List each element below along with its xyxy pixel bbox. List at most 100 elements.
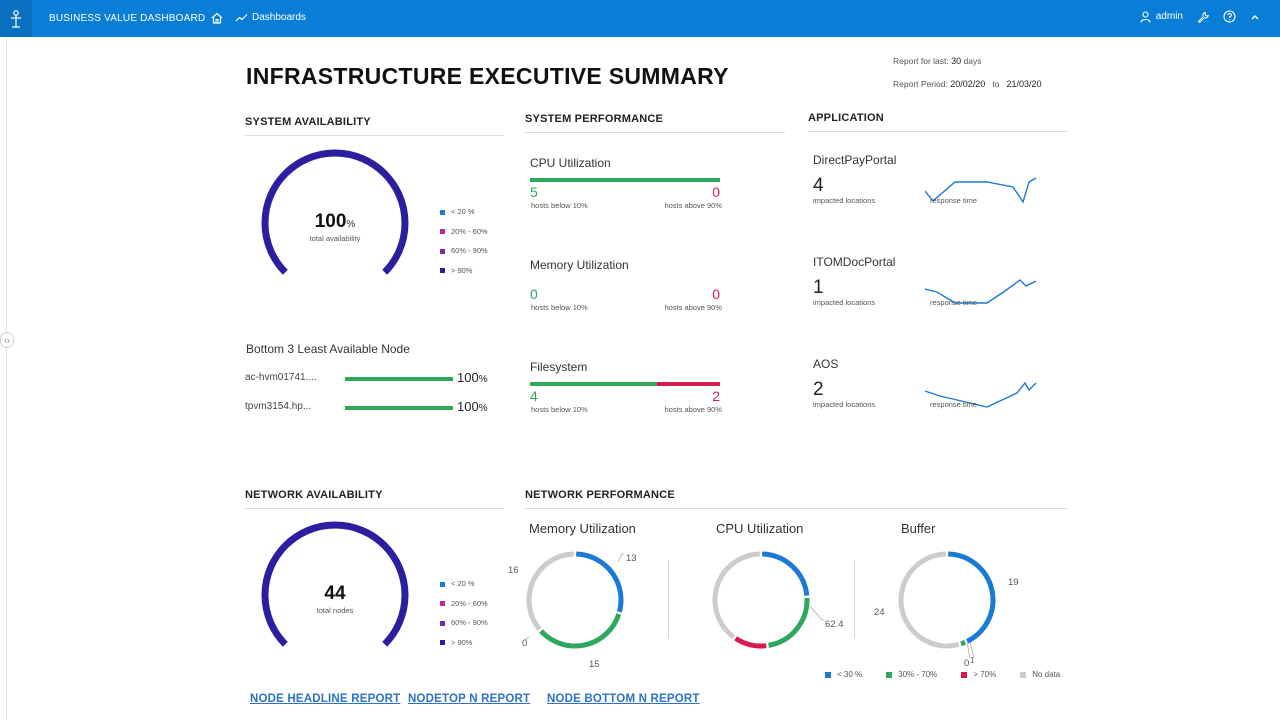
response-time-sparkline <box>925 279 1037 304</box>
user-name: admin <box>1155 11 1183 22</box>
donut-segment--30-[interactable] <box>948 551 996 644</box>
hosts-above-count: 0 <box>712 286 720 302</box>
availability-caption: total availability <box>309 234 361 243</box>
legend-item: < 20 % <box>440 202 488 222</box>
cpu-utilization-donut[interactable] <box>706 545 816 655</box>
node-name[interactable]: ac-hvm01741.... <box>245 372 317 383</box>
impacted-count: 1 <box>813 277 824 298</box>
network-availability-gauge <box>261 521 409 647</box>
legend-item: 60% - 90% <box>440 241 488 261</box>
donut-segment-30-70-[interactable] <box>960 639 967 647</box>
hosts-above-label: hosts above 90% <box>664 201 722 210</box>
app-directpayportal[interactable]: DirectPayPortal 4 impacted locations res… <box>813 153 1053 205</box>
hosts-above-count: 2 <box>712 388 720 404</box>
availability-number: 100 <box>314 211 347 232</box>
donut-segment--30-[interactable] <box>576 551 624 613</box>
memory-donut-title: Memory Utilization <box>529 521 636 536</box>
donut-segment-30-70-[interactable] <box>768 597 810 648</box>
report-for-last-value[interactable]: 30 <box>951 56 962 66</box>
cpu-donut-leader <box>809 605 824 621</box>
chevron-up-icon[interactable] <box>1250 12 1260 22</box>
perf-bar <box>530 178 720 182</box>
left-rail <box>6 37 7 720</box>
node-row[interactable]: tpvm3154.hp... 100% <box>245 399 505 416</box>
response-time-sparkline <box>925 177 1037 204</box>
header-tools: admin <box>1140 10 1260 23</box>
cpu-donut-title: CPU Utilization <box>716 521 804 536</box>
legend-item[interactable]: < 30 % <box>825 670 862 679</box>
memory-donut-leaders <box>524 553 624 641</box>
donut-label: 13 <box>626 553 637 564</box>
node-availability-bar <box>345 377 453 381</box>
legend-item[interactable]: > 70% <box>961 670 996 679</box>
hosts-below-count: 5 <box>530 184 538 200</box>
rail-toggle-icon[interactable]: ‹› <box>0 332 14 348</box>
impacted-label: impacted locations <box>813 400 876 409</box>
node-headline-report-link[interactable]: NODE HEADLINE REPORT <box>250 693 401 705</box>
impacted-count: 2 <box>813 379 824 400</box>
response-time-label: response time <box>930 298 978 307</box>
system-availability-gauge <box>261 149 409 275</box>
system-availability-legend: < 20 % 20% - 60% 60% - 90% > 90% <box>440 202 488 280</box>
period-to-label: to <box>992 79 1000 89</box>
memory-utilization-block[interactable]: Memory Utilization 0 0 hosts below 10% h… <box>530 258 722 312</box>
buffer-donut[interactable] <box>892 545 1002 655</box>
availability-unit: % <box>346 219 356 230</box>
cpu-utilization-block[interactable]: CPU Utilization 5 0 hosts below 10% host… <box>530 156 722 210</box>
period-to[interactable]: 21/03/20 <box>1006 79 1042 89</box>
network-availability-value: 44 total nodes <box>285 583 385 615</box>
system-performance-heading: SYSTEM PERFORMANCE <box>525 113 785 133</box>
filesystem-block[interactable]: Filesystem 4 2 hosts below 10% hosts abo… <box>530 360 722 414</box>
donut-segment--30-[interactable] <box>762 551 810 596</box>
donut-segment--70-[interactable] <box>734 636 767 649</box>
period-from[interactable]: 20/02/20 <box>950 79 986 89</box>
hosts-below-count: 0 <box>530 286 538 302</box>
impacted-count: 4 <box>813 175 824 196</box>
response-time-sparkline <box>925 381 1037 408</box>
donut-label: 62.4 <box>825 619 844 630</box>
donut-segment-no-data[interactable] <box>526 551 574 631</box>
network-performance-heading: NETWORK PERFORMANCE <box>525 489 1068 509</box>
user-menu[interactable]: admin <box>1140 10 1183 23</box>
response-time-label: response time <box>930 400 978 409</box>
donut-label: 24 <box>874 607 885 618</box>
donut-segment-no-data[interactable] <box>898 551 960 649</box>
help-icon[interactable] <box>1223 10 1236 23</box>
logo-icon <box>11 9 21 28</box>
dashboards-link[interactable]: Dashboards <box>235 12 306 23</box>
app-aos[interactable]: AOS 2 impacted locations response time <box>813 357 1053 409</box>
app-name[interactable]: AOS <box>813 357 839 371</box>
donut-label: 0 <box>964 658 970 669</box>
hosts-above-count: 0 <box>712 184 720 200</box>
response-time-label: response time <box>930 196 978 205</box>
hosts-below-count: 4 <box>530 388 538 404</box>
page-title: INFRASTRUCTURE EXECUTIVE SUMMARY <box>246 63 729 89</box>
report-meta: Report for last: 30 days Report Period: … <box>893 50 1042 96</box>
donut-label: 19 <box>1008 577 1019 588</box>
impacted-label: impacted locations <box>813 196 876 205</box>
donut-label: 16 <box>508 565 519 576</box>
wrench-icon[interactable] <box>1197 11 1209 23</box>
system-availability-value: 100% total availability <box>285 211 385 243</box>
donut-segment-30-70-[interactable] <box>539 613 622 649</box>
memory-utilization-donut[interactable] <box>520 545 630 655</box>
donut-segment-no-data[interactable] <box>712 551 760 640</box>
node-bottom-n-report-link[interactable]: NODE BOTTOM N REPORT <box>547 693 700 705</box>
perf-title: Filesystem <box>530 360 588 374</box>
bottom-nodes-title: Bottom 3 Least Available Node <box>246 342 410 356</box>
legend-item[interactable]: No data <box>1020 670 1060 679</box>
donut-label: 15 <box>589 659 600 670</box>
total-nodes-caption: total nodes <box>316 606 354 615</box>
node-top-n-report-link[interactable]: NODETOP N REPORT <box>408 693 531 705</box>
legend-item: > 90% <box>440 261 488 281</box>
home-icon[interactable] <box>210 11 224 25</box>
trend-icon <box>235 13 248 21</box>
node-name[interactable]: tpvm3154.hp... <box>245 401 312 412</box>
app-name[interactable]: ITOMDocPortal <box>813 255 896 269</box>
app-name[interactable]: DirectPayPortal <box>813 153 897 167</box>
application-heading: APPLICATION <box>808 112 1068 132</box>
node-row[interactable]: ac-hvm01741.... 100% <box>245 370 505 387</box>
legend-item[interactable]: 30% - 70% <box>886 670 937 679</box>
logo[interactable] <box>0 0 32 37</box>
app-itomdocportal[interactable]: ITOMDocPortal 1 impacted locations respo… <box>813 255 1053 307</box>
